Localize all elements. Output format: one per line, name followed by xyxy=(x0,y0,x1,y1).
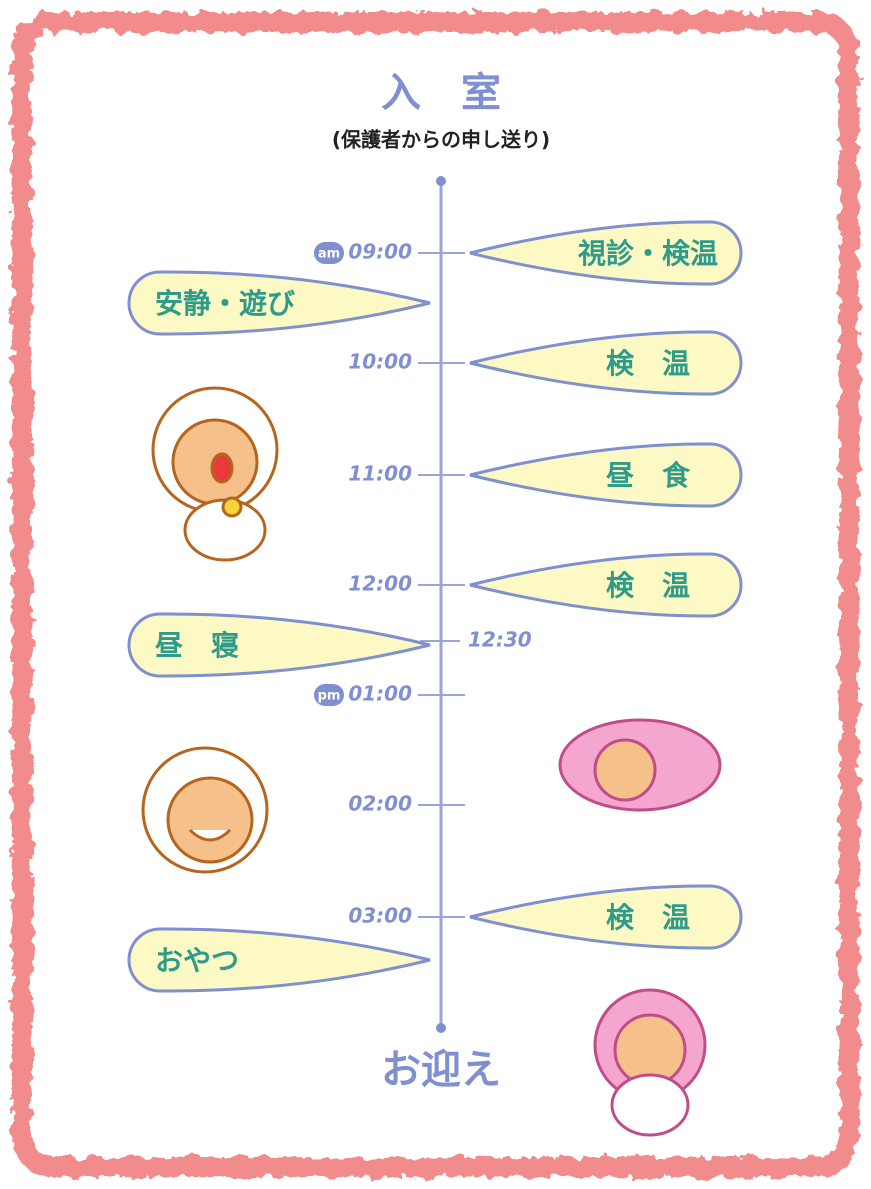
bubble-text: 安静・遊び xyxy=(155,287,295,320)
character-pink-1 xyxy=(558,718,722,812)
frame xyxy=(12,12,859,1177)
time-label: 12:30 xyxy=(468,628,532,652)
subtitle: (保護者からの申し送り) xyxy=(332,128,550,152)
bubble-left xyxy=(127,927,431,993)
badge xyxy=(314,684,344,706)
timeline-start xyxy=(436,176,446,186)
bubble-text: 検 温 xyxy=(606,347,690,380)
badge-label: am xyxy=(318,247,340,262)
timeline-end xyxy=(436,1023,446,1033)
bubble-right xyxy=(469,442,743,508)
time-label: 12:00 xyxy=(348,572,412,596)
time-label: 11:00 xyxy=(348,462,412,486)
title: 入 室 xyxy=(381,70,501,116)
bubble-right xyxy=(469,884,743,950)
bubble-left xyxy=(127,270,431,336)
badge-label: pm xyxy=(318,689,341,704)
time-label: 10:00 xyxy=(348,350,412,374)
character-cow-2 xyxy=(141,746,269,874)
time-label: 02:00 xyxy=(348,792,412,816)
bubble-text: 昼 寝 xyxy=(155,629,239,662)
time-label: 03:00 xyxy=(348,904,412,928)
badge xyxy=(314,242,344,264)
bubble-text: 検 温 xyxy=(606,901,690,934)
time-label: 01:00 xyxy=(348,682,412,706)
bubble-right xyxy=(469,552,743,618)
bubble-text: 視診・検温 xyxy=(578,237,718,270)
bubble-text: 検 温 xyxy=(606,569,690,602)
bubble-right xyxy=(469,220,743,286)
time-label: 09:00 xyxy=(348,240,412,264)
character-pink-2 xyxy=(593,988,707,1137)
bubble-left xyxy=(127,612,431,678)
bubble-right xyxy=(469,330,743,396)
character-cow-1 xyxy=(151,386,279,562)
bubble-text: 昼 食 xyxy=(606,459,691,492)
footer: お迎え xyxy=(381,1047,501,1093)
bubble-text: おやつ xyxy=(155,944,239,977)
